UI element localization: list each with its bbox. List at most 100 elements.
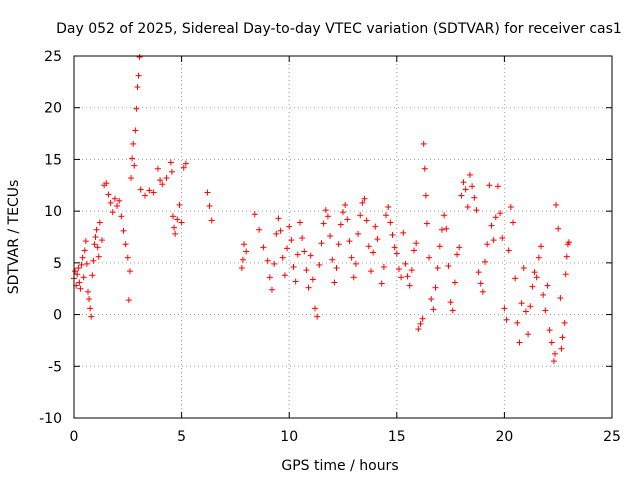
data-point — [372, 223, 379, 230]
data-point — [395, 266, 402, 273]
data-point — [109, 209, 116, 216]
data-point — [460, 179, 467, 186]
data-point — [533, 274, 540, 281]
data-point — [370, 249, 377, 256]
data-point — [520, 265, 527, 272]
data-point — [180, 164, 187, 171]
data-point — [497, 210, 504, 217]
data-point — [393, 250, 400, 257]
data-point — [82, 238, 89, 245]
data-point — [340, 209, 346, 216]
data-point — [423, 220, 430, 227]
data-point — [389, 231, 396, 238]
data-point — [320, 220, 327, 227]
data-point — [559, 334, 566, 341]
data-point — [107, 199, 114, 206]
data-point — [357, 212, 364, 219]
data-point — [507, 204, 514, 211]
data-point — [348, 254, 355, 261]
data-point — [518, 300, 525, 307]
data-point — [367, 268, 374, 275]
data-point — [432, 284, 439, 291]
y-tick-label: -10 — [39, 411, 62, 427]
data-point — [391, 244, 398, 251]
data-point — [116, 197, 123, 204]
data-point — [529, 283, 536, 290]
data-point — [296, 219, 303, 226]
data-point — [516, 339, 523, 346]
data-point — [380, 263, 387, 270]
data-point — [417, 320, 424, 327]
data-point — [436, 243, 443, 250]
data-point — [400, 229, 407, 236]
data-point — [355, 230, 362, 237]
data-point — [172, 230, 179, 237]
data-point — [535, 254, 542, 261]
data-point — [76, 279, 83, 286]
data-point — [182, 160, 189, 167]
data-point — [558, 345, 565, 352]
x-tick-label: 0 — [70, 429, 79, 445]
data-point — [408, 267, 415, 274]
data-point — [337, 221, 344, 228]
data-point — [563, 253, 570, 260]
data-point — [178, 219, 185, 226]
data-point — [505, 247, 512, 254]
data-point — [469, 183, 476, 190]
data-point — [74, 271, 81, 278]
data-point — [251, 211, 258, 218]
y-tick-label: 20 — [44, 101, 62, 117]
data-point — [553, 201, 560, 208]
data-point — [208, 217, 215, 224]
data-point — [135, 72, 142, 79]
grid — [74, 56, 612, 418]
data-point — [124, 254, 131, 261]
data-point — [540, 291, 547, 298]
data-point — [312, 305, 319, 312]
data-point — [93, 226, 100, 233]
data-point — [288, 237, 295, 244]
data-point — [120, 227, 127, 234]
data-point — [531, 269, 538, 276]
data-point — [385, 204, 392, 211]
data-point — [413, 240, 420, 247]
data-point — [174, 216, 181, 223]
data-point — [525, 331, 532, 338]
data-point — [324, 213, 331, 220]
data-point — [445, 262, 452, 269]
data-point — [279, 254, 286, 261]
data-point — [167, 159, 174, 166]
data-point — [482, 258, 489, 265]
x-tick-label: 15 — [388, 429, 406, 445]
data-point — [501, 305, 508, 312]
data-point — [87, 305, 94, 312]
data-point — [266, 274, 273, 281]
data-point — [555, 225, 562, 232]
data-point — [111, 195, 118, 202]
data-point — [420, 140, 427, 147]
data-point — [512, 275, 519, 282]
data-point — [299, 235, 306, 242]
data-point — [114, 202, 121, 209]
data-point — [130, 140, 137, 147]
data-point — [383, 212, 390, 219]
x-tick-label: 25 — [603, 429, 621, 445]
data-point — [238, 265, 245, 272]
data-point — [95, 253, 102, 260]
data-point — [159, 181, 166, 188]
data-point — [271, 260, 278, 267]
data-point — [96, 219, 103, 226]
data-point — [484, 241, 491, 248]
data-point — [273, 230, 280, 237]
data-point — [402, 260, 409, 267]
data-point — [335, 241, 342, 248]
data-point — [150, 189, 157, 196]
data-point — [471, 194, 478, 201]
data-point — [91, 241, 98, 248]
data-point — [361, 195, 368, 202]
data-point — [443, 225, 450, 232]
data-point — [350, 274, 357, 281]
data-point — [260, 244, 267, 251]
data-point — [281, 272, 288, 279]
